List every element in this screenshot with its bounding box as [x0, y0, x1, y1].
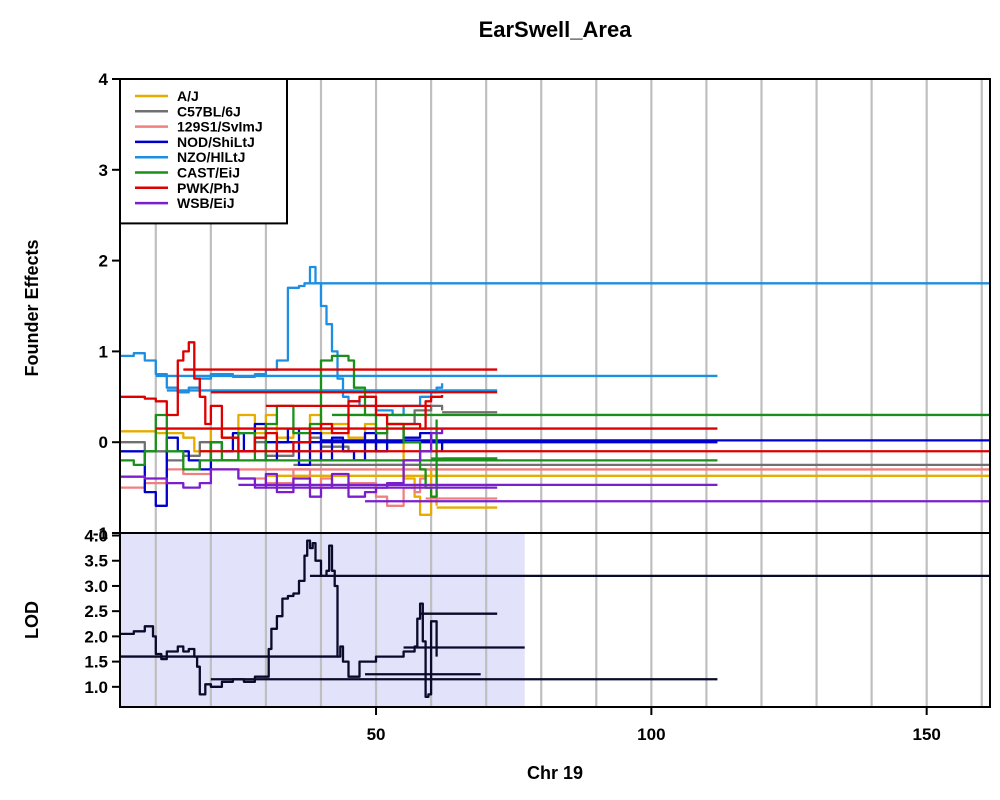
x-axis-label: Chr 19: [527, 763, 583, 783]
y-tick-label: 4: [99, 70, 109, 89]
series-line-cast-eij: [120, 354, 438, 498]
x-tick-label: 150: [912, 725, 940, 744]
y-tick-label: 1.0: [84, 678, 108, 697]
legend-label: NOD/ShiLtJ: [177, 134, 255, 150]
y-tick-label: 2: [99, 252, 108, 271]
legend-label: PWK/PhJ: [177, 180, 239, 196]
legend-label: CAST/EiJ: [177, 165, 240, 181]
y-tick-label: 0: [99, 433, 108, 452]
legend: A/JC57BL/6J129S1/SvImJNOD/ShiLtJNZO/HlLt…: [119, 78, 288, 225]
plot-area: -1 0 1 2 3 4 1.0 1.5 2.0 2.5 3.0 3.5 4.0 50 100 150: [84, 70, 991, 744]
lod-frame: [119, 532, 991, 708]
y-tick-label: 3.5: [84, 552, 108, 571]
legend-label: A/J: [177, 88, 199, 104]
y-tick-label: -1: [93, 524, 108, 543]
legend-label: C57BL/6J: [177, 103, 241, 119]
lod-axis-label: LOD: [22, 601, 42, 639]
chart-title: EarSwell_Area: [479, 17, 633, 42]
founder-effects-axis-label: Founder Effects: [22, 239, 42, 376]
y-tick-label: 1: [99, 342, 108, 361]
y-tick-label: 2.5: [84, 602, 108, 621]
x-tick-label: 100: [637, 725, 665, 744]
y-tick-label: 2.0: [84, 627, 108, 646]
series-line-lod: [120, 539, 438, 699]
y-tick-label: 3.0: [84, 577, 108, 596]
series-line-pwk-phj: [120, 341, 444, 453]
x-tick-label: 50: [367, 725, 386, 744]
y-tick-label: 4.0: [84, 527, 108, 546]
y-tick-label: 1.5: [84, 653, 108, 672]
lod-shaded-region: [120, 533, 525, 707]
legend-label: WSB/EiJ: [177, 195, 235, 211]
legend-box: [119, 78, 288, 225]
series-line-wsb-eij: [120, 428, 444, 498]
legend-label: NZO/HlLtJ: [177, 149, 245, 165]
legend-label: 129S1/SvImJ: [177, 119, 263, 135]
y-tick-label: 3: [99, 161, 108, 180]
